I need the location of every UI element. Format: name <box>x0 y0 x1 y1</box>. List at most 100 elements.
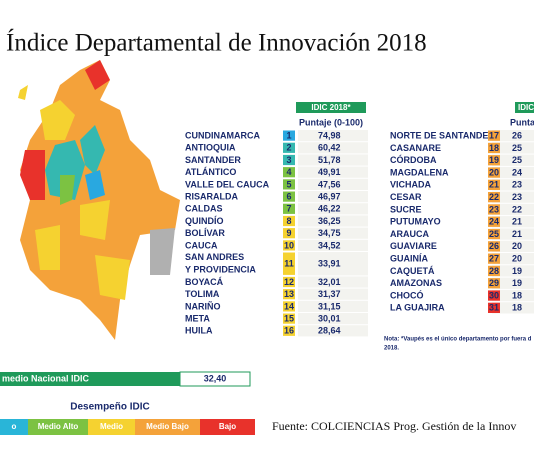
rank: 22 <box>489 192 499 202</box>
row-bg <box>298 227 368 239</box>
row-bg <box>492 203 534 216</box>
department-name: VICHADA <box>390 180 432 190</box>
department-name: MAGDALENA <box>390 167 449 177</box>
map-region <box>95 255 130 300</box>
row-bg <box>298 142 368 154</box>
score: 22 <box>512 204 522 214</box>
department-name: CASANARE <box>390 143 441 153</box>
rank-box <box>488 253 500 264</box>
rank: 7 <box>286 204 291 214</box>
rank-box <box>283 154 295 166</box>
map-region <box>150 228 175 275</box>
rank: 26 <box>489 241 499 251</box>
department-name: SAN ANDRES Y PROVIDENCIA <box>185 252 256 274</box>
row-bg <box>298 203 368 215</box>
row-bg <box>492 253 534 265</box>
department-name: SUCRE <box>390 204 422 214</box>
score: 46,22 <box>318 204 341 214</box>
score: 30,01 <box>318 313 341 323</box>
rank: 14 <box>284 301 294 311</box>
row-bg <box>492 191 534 203</box>
rank: 5 <box>286 179 291 189</box>
department-name: CAQUETÁ <box>390 266 435 276</box>
rank: 11 <box>284 259 294 269</box>
rank-box <box>283 289 295 300</box>
row-bg <box>492 240 534 252</box>
row-bg <box>298 178 368 190</box>
rank-box <box>283 301 295 312</box>
score: 47,56 <box>318 179 341 189</box>
legend-swatch <box>28 419 88 435</box>
map-region <box>85 170 105 200</box>
rank: 10 <box>284 240 294 250</box>
rank-box <box>488 278 500 289</box>
rank: 8 <box>286 216 291 226</box>
legend-label: Medio Bajo <box>146 422 189 431</box>
rank: 27 <box>489 254 499 264</box>
row-bg <box>298 313 368 325</box>
map-region <box>60 175 75 205</box>
rank-box <box>488 228 500 240</box>
rank: 23 <box>489 204 499 214</box>
score: 26 <box>512 131 522 141</box>
map-region <box>85 60 110 90</box>
row-bg <box>298 154 368 166</box>
score: 21 <box>512 217 522 227</box>
rank: 25 <box>489 229 499 239</box>
rank: 13 <box>284 289 294 299</box>
average-label-bg <box>0 372 180 386</box>
row-bg <box>298 288 368 300</box>
map-region <box>80 125 105 175</box>
score: 24 <box>512 167 522 177</box>
rank: 24 <box>489 217 499 227</box>
rank-box <box>488 179 500 190</box>
table-header-bg <box>515 102 534 113</box>
rank: 12 <box>284 277 294 287</box>
score: 46,97 <box>318 191 341 201</box>
department-name: VALLE DEL CAUCA <box>185 179 270 189</box>
rank-box <box>283 252 295 275</box>
rank-box <box>283 130 295 141</box>
rank: 19 <box>489 155 499 165</box>
rank: 30 <box>489 290 499 300</box>
legend-title: Desempeño IDIC <box>70 402 149 413</box>
map-island <box>18 85 28 100</box>
score: 28,64 <box>318 326 341 336</box>
map-region <box>35 225 60 270</box>
rank-box <box>283 142 295 153</box>
rank: 18 <box>489 143 499 153</box>
score: 20 <box>512 254 522 264</box>
row-bg <box>298 239 368 251</box>
rank: 31 <box>489 303 499 313</box>
table-header: IDIC <box>518 103 534 112</box>
rank-box <box>283 191 295 202</box>
map <box>18 60 180 340</box>
row-bg <box>492 179 534 191</box>
table-header: IDIC 2018* <box>311 103 351 112</box>
row-bg <box>298 130 368 142</box>
rank-box <box>283 215 295 227</box>
department-name: QUINDÍO <box>185 216 224 226</box>
department-name: META <box>185 313 210 323</box>
score: 23 <box>512 192 522 202</box>
row-bg <box>492 302 534 314</box>
score: 18 <box>512 290 522 300</box>
rank: 16 <box>284 326 294 336</box>
row-bg <box>492 228 534 240</box>
department-name: HUILA <box>185 326 213 336</box>
row-bg <box>298 252 368 276</box>
note: 2018. <box>384 346 399 352</box>
rank-box <box>283 179 295 190</box>
row-bg <box>298 215 368 227</box>
row-bg <box>298 300 368 312</box>
score: 49,91 <box>318 167 341 177</box>
rank: 17 <box>489 131 499 141</box>
row-bg <box>298 191 368 203</box>
note: Nota: *Vaupés es el único departamento p… <box>384 337 532 343</box>
rank: 9 <box>286 228 291 238</box>
map-region <box>20 150 45 200</box>
rank-box <box>283 228 295 239</box>
department-name: SANTANDER <box>185 155 241 165</box>
department-name: CESAR <box>390 192 422 202</box>
legend-label: Medio <box>100 422 123 431</box>
